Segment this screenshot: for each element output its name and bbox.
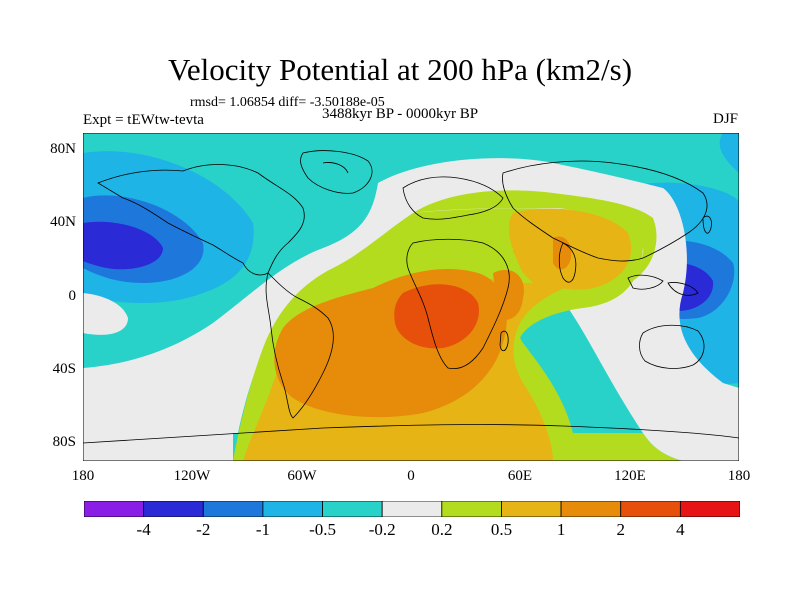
lat-tick-label: 80S bbox=[52, 434, 76, 450]
season-label: DJF bbox=[712, 111, 738, 127]
colorbar-swatch bbox=[262, 501, 323, 517]
lat-tick-label: 80N bbox=[50, 141, 76, 157]
colorbar-label: 2 bbox=[616, 520, 625, 539]
period-label: 3488kyr BP - 0000kyr BP bbox=[322, 106, 479, 122]
lon-tick-label: 60W bbox=[287, 468, 317, 484]
colorbar-label: 4 bbox=[676, 520, 685, 539]
lat-tick-label: 40S bbox=[52, 361, 76, 377]
colorbar-swatch bbox=[501, 501, 562, 517]
lon-tick-label: 180 bbox=[727, 468, 751, 484]
colorbar-swatch bbox=[560, 501, 622, 517]
colorbar-label: -4 bbox=[136, 520, 151, 539]
lat-tick-label: 40N bbox=[50, 214, 76, 230]
colorbar-swatch bbox=[143, 501, 204, 517]
lon-tick-label: 0 bbox=[407, 468, 415, 484]
lon-tick-label: 180 bbox=[71, 468, 95, 484]
colorbar-label: -1 bbox=[255, 520, 270, 539]
stats-label: rmsd= 1.06854 diff= -3.50188e-05 bbox=[190, 95, 385, 110]
colorbar-swatch bbox=[322, 501, 383, 517]
colorbar-label: 0.2 bbox=[431, 520, 453, 539]
colorbar-swatch bbox=[620, 501, 681, 517]
colorbar-label: -0.5 bbox=[309, 520, 336, 539]
lon-tick-label: 120E bbox=[614, 468, 646, 484]
colorbar-swatch bbox=[441, 501, 502, 517]
colorbar-label: 1 bbox=[556, 520, 566, 539]
colorbar-swatch bbox=[679, 501, 740, 517]
velocity-potential-map bbox=[83, 133, 739, 461]
colorbar-label: -2 bbox=[196, 520, 211, 539]
colorbar-swatch bbox=[84, 501, 145, 517]
lon-tick-label: 120W bbox=[173, 468, 211, 484]
plot-title: Velocity Potential at 200 hPa (km2/s) bbox=[167, 52, 633, 87]
colorbar-swatch bbox=[202, 501, 264, 517]
experiment-label: Expt = tEWtw-tevta bbox=[83, 112, 204, 128]
colorbar-label: -0.2 bbox=[368, 520, 396, 539]
lon-tick-label: 60E bbox=[507, 468, 533, 484]
colorbar-label: 0.5 bbox=[490, 520, 513, 539]
colorbar-swatch bbox=[381, 501, 443, 517]
lat-tick-label: 0 bbox=[68, 288, 77, 304]
colorbar bbox=[84, 501, 740, 517]
